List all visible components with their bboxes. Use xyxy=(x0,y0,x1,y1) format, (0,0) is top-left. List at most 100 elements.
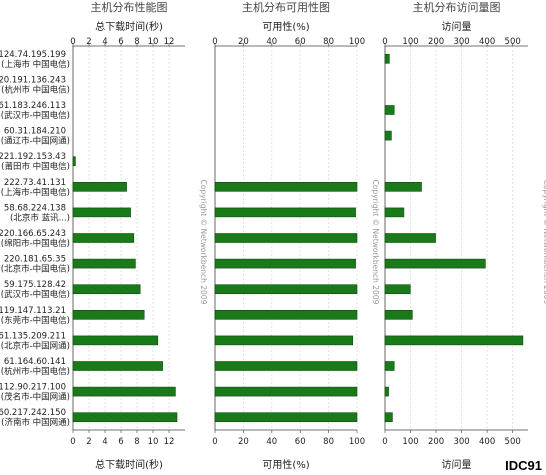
top-tick-label: 0 xyxy=(70,37,75,47)
top-tick-label: 300 xyxy=(453,37,469,47)
row-location-label: (通辽市-中国网通) xyxy=(1,136,70,147)
bar xyxy=(72,258,136,269)
row-location-label: (上海市-中国电信) xyxy=(1,187,70,198)
row-location-label: (东莞市-中国电信) xyxy=(1,315,70,326)
copyright-text: Copyright © Networkbench 2009 xyxy=(542,180,546,305)
bar xyxy=(384,258,486,269)
bar xyxy=(72,156,76,166)
bottom-tick-label: 300 xyxy=(453,437,469,447)
bar xyxy=(384,335,524,346)
bottom-tick-label: 40 xyxy=(266,437,277,447)
row-ip-label: 61.164.60.141 xyxy=(4,357,66,367)
row-location-label: (杭州市 中国电信) xyxy=(1,84,70,95)
bottom-tick-label: 20 xyxy=(238,437,249,447)
row-ip-label: 220.191.136.243 xyxy=(0,75,66,85)
bar xyxy=(72,207,131,218)
row-ip-label: 61.183.246.113 xyxy=(0,101,66,111)
row-ip-label: 220.166.65.243 xyxy=(0,229,66,239)
row-ip-label: 61.135.209.211 xyxy=(0,331,66,341)
bottom-axis-label: 总下载时间(秒) xyxy=(95,458,163,471)
bottom-tick-label: 500 xyxy=(505,437,521,447)
top-tick-label: 80 xyxy=(323,37,334,47)
top-tick-label: 0 xyxy=(382,37,387,47)
bar xyxy=(72,182,127,192)
row-ip-label: 60.217.242.150 xyxy=(0,408,66,418)
top-tick-label: 100 xyxy=(349,37,365,47)
bottom-tick-label: 0 xyxy=(212,437,217,447)
top-tick-label: 100 xyxy=(402,37,418,47)
bar xyxy=(384,53,390,64)
bar xyxy=(214,284,358,295)
row-ip-label: 124.74.195.199 xyxy=(0,50,66,60)
top-tick-label: 0 xyxy=(212,37,217,47)
chart-title: 主机分布性能图 xyxy=(91,0,168,14)
bottom-axis-label: 可用性(%) xyxy=(262,458,309,471)
bar xyxy=(214,182,358,192)
copyright-text: Copyright © Networkbench 2009 xyxy=(371,180,380,305)
row-ip-label: 221.192.153.43 xyxy=(0,152,66,162)
bar xyxy=(72,412,178,423)
bottom-tick-label: 4 xyxy=(102,437,107,447)
bar xyxy=(72,284,141,295)
bottom-tick-label: 80 xyxy=(323,437,334,447)
bar xyxy=(384,309,413,320)
bar xyxy=(72,335,159,346)
bottom-tick-label: 400 xyxy=(479,437,495,447)
idc91-logo: IDC91 xyxy=(505,458,542,473)
bar xyxy=(214,233,358,243)
row-ip-label: 60.31.184.210 xyxy=(4,127,66,137)
bottom-tick-label: 200 xyxy=(428,437,444,447)
row-location-label: (绵阳市-中国电信) xyxy=(1,238,70,249)
top-tick-label: 200 xyxy=(428,37,444,47)
top-tick-label: 500 xyxy=(505,37,521,47)
bar xyxy=(214,258,356,269)
top-tick-label: 60 xyxy=(295,37,306,47)
row-location-label: (杭州市-中国电信) xyxy=(1,366,70,377)
bottom-tick-label: 60 xyxy=(295,437,306,447)
row-location-label: (济南市 中国网通) xyxy=(1,417,70,428)
bar xyxy=(72,309,145,320)
top-tick-label: 40 xyxy=(266,37,277,47)
bar xyxy=(214,361,358,371)
bar xyxy=(214,207,356,218)
bottom-tick-label: 10 xyxy=(148,437,159,447)
top-tick-label: 20 xyxy=(238,37,249,47)
row-ip-label: 112.90.217.100 xyxy=(0,383,66,393)
bar xyxy=(214,386,358,397)
bar xyxy=(384,233,436,243)
bottom-tick-label: 0 xyxy=(382,437,387,447)
bar xyxy=(214,309,358,320)
top-tick-label: 12 xyxy=(164,37,175,47)
bar xyxy=(214,412,358,423)
bottom-tick-label: 100 xyxy=(349,437,365,447)
bottom-tick-label: 2 xyxy=(86,437,91,447)
top-axis-label: 可用性(%) xyxy=(262,20,309,33)
bar xyxy=(384,130,392,141)
bottom-tick-label: 8 xyxy=(134,437,139,447)
bar xyxy=(384,284,411,295)
row-location-label: (北京市-中国电信) xyxy=(1,264,70,275)
bar xyxy=(384,207,405,218)
top-tick-label: 2 xyxy=(86,37,91,47)
bottom-tick-label: 0 xyxy=(70,437,75,447)
top-tick-label: 4 xyxy=(102,37,107,47)
top-tick-label: 6 xyxy=(118,37,123,47)
row-location-label: (北京市 蓝讯...) xyxy=(10,212,70,223)
bottom-axis-label: 访问量 xyxy=(442,458,472,471)
row-location-label: (北京市-中国网通) xyxy=(1,340,70,351)
bottom-tick-label: 100 xyxy=(402,437,418,447)
chart-title: 主机分布可用性图 xyxy=(242,0,330,14)
row-ip-label: 58.68.224.138 xyxy=(4,203,66,213)
bar xyxy=(384,361,395,371)
bar xyxy=(384,386,389,397)
row-location-label: (莆田市 中国电信) xyxy=(1,161,70,172)
bar xyxy=(384,412,393,423)
bar xyxy=(72,386,176,397)
row-location-label: (武汉市-中国电信) xyxy=(1,289,70,300)
row-ip-label: 222.73.41.131 xyxy=(4,178,66,188)
row-ip-label: 220.181.65.35 xyxy=(4,255,66,265)
copyright-text: Copyright © Networkbench 2009 xyxy=(199,180,208,305)
top-axis-label: 访问量 xyxy=(442,20,472,33)
bar xyxy=(384,105,395,115)
row-location-label: (上海市 中国电信) xyxy=(1,59,70,70)
